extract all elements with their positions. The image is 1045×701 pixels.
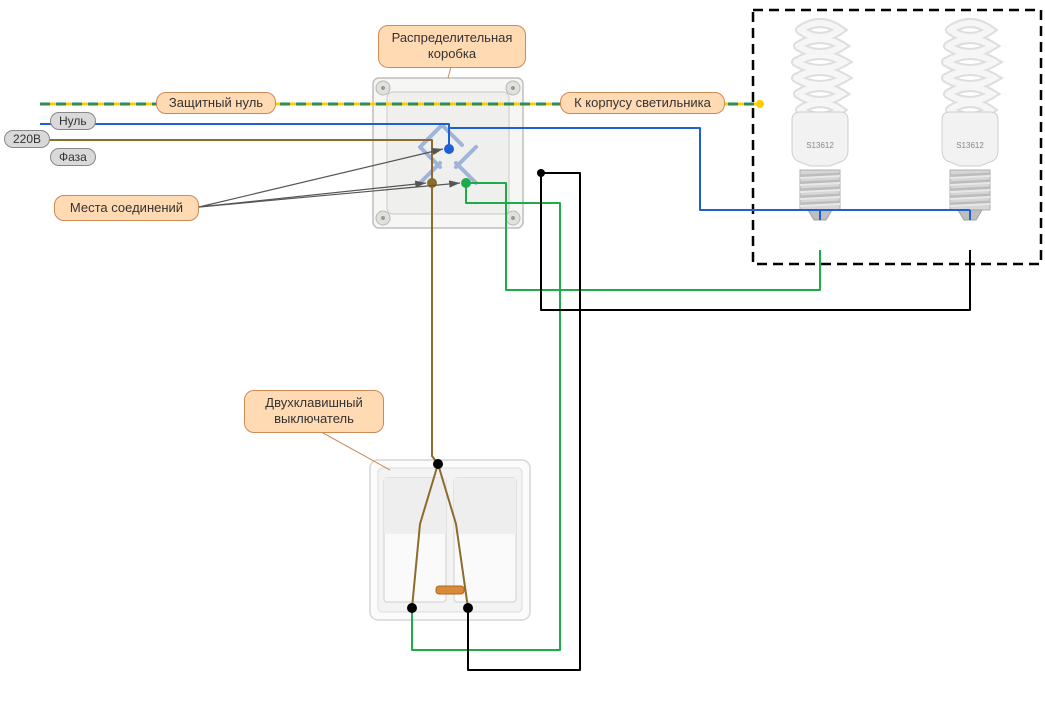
svg-text:S13612: S13612 (806, 141, 834, 150)
voltage-pill: 220В (4, 130, 50, 148)
cfl-bulb-1-icon: S13612 (792, 23, 848, 220)
to-lamp-body-text: К корпусу светильника (574, 95, 711, 110)
protective-null-label: Защитный нуль (156, 92, 276, 114)
junction-box-text: Распределительная коробка (392, 30, 513, 61)
connection-points-text: Места соединений (70, 200, 183, 215)
junction-box-label: Распределительная коробка (378, 25, 526, 68)
null-pill: Нуль (50, 112, 96, 130)
two-key-switch-text: Двухклавишный выключатель (265, 395, 362, 426)
to-lamp-body-label: К корпусу светильника (560, 92, 725, 114)
protective-null-text: Защитный нуль (169, 95, 263, 110)
cfl-bulb-2-icon: S13612 (942, 23, 998, 220)
svg-text:S13612: S13612 (956, 141, 984, 150)
phase-text: Фаза (59, 150, 87, 164)
connection-points-label: Места соединений (54, 195, 199, 221)
null-text: Нуль (59, 114, 87, 128)
switch-icon (370, 460, 530, 620)
two-key-switch-label: Двухклавишный выключатель (244, 390, 384, 433)
phase-pill: Фаза (50, 148, 96, 166)
voltage-text: 220В (13, 132, 41, 146)
